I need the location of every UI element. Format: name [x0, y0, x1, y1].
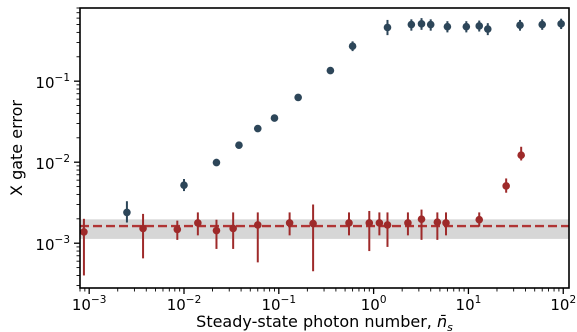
data-point — [462, 22, 471, 31]
data-point — [139, 224, 147, 233]
data-point — [348, 42, 357, 51]
data-point — [443, 22, 452, 31]
x-axis-title-symbol: n̄ — [437, 312, 447, 331]
reference-band — [80, 219, 569, 239]
plot-frame — [79, 7, 570, 289]
y-tick-label: 10−2 — [35, 153, 70, 173]
tick-layer: 10−3 10−2 10−1 100 101 102 10−3 10−2 10−1 — [35, 7, 576, 314]
data-point — [404, 219, 412, 227]
data-point — [475, 22, 484, 30]
y-tick-label: 10−3 — [35, 234, 70, 254]
data-point — [253, 221, 262, 229]
x-tick-label: 10−3 — [72, 294, 107, 314]
data-point — [517, 151, 525, 159]
data-point — [270, 114, 279, 122]
x-axis-title-text: Steady-state photon number, — [196, 312, 437, 331]
x-tick-label: 101 — [456, 294, 482, 314]
data-point — [417, 215, 426, 223]
data-point — [123, 208, 131, 217]
data-point — [345, 219, 353, 227]
data-point — [180, 181, 188, 189]
data-point — [417, 20, 426, 28]
x-tick-label: 10−2 — [167, 294, 202, 314]
data-point — [229, 224, 237, 233]
data-point — [475, 215, 484, 224]
series-layer — [80, 18, 565, 276]
x-axis-title: Steady-state photon number, n̄s — [196, 312, 453, 332]
data-point — [557, 20, 565, 28]
series-1 — [80, 146, 525, 276]
data-point — [80, 228, 88, 236]
data-point — [212, 158, 221, 167]
y-axis-title: X gate error — [7, 100, 26, 196]
data-point — [365, 219, 374, 227]
data-point — [212, 226, 221, 235]
data-point — [538, 20, 547, 29]
data-point — [253, 124, 262, 133]
data-point — [194, 219, 202, 227]
data-point — [483, 25, 492, 33]
data-point — [442, 219, 450, 227]
data-point — [173, 225, 182, 234]
y-tick-label: 10−1 — [35, 72, 70, 92]
x-tick-label: 10−1 — [262, 294, 297, 314]
x-axis-title-subscript: s — [447, 321, 453, 332]
data-point — [407, 20, 416, 29]
series-0 — [123, 18, 565, 223]
data-point — [383, 23, 392, 32]
data-point — [285, 219, 294, 227]
data-point — [433, 218, 442, 226]
x-tick-label: 102 — [550, 294, 576, 314]
x-tick-label: 100 — [361, 294, 387, 314]
data-point — [516, 21, 524, 30]
reference-band-layer — [80, 219, 569, 239]
data-point — [426, 20, 435, 29]
data-point — [309, 219, 317, 228]
data-point — [235, 141, 243, 150]
data-point — [326, 66, 335, 75]
data-point — [383, 221, 392, 229]
data-point — [502, 182, 510, 190]
data-point — [375, 219, 384, 227]
data-point — [294, 93, 302, 102]
